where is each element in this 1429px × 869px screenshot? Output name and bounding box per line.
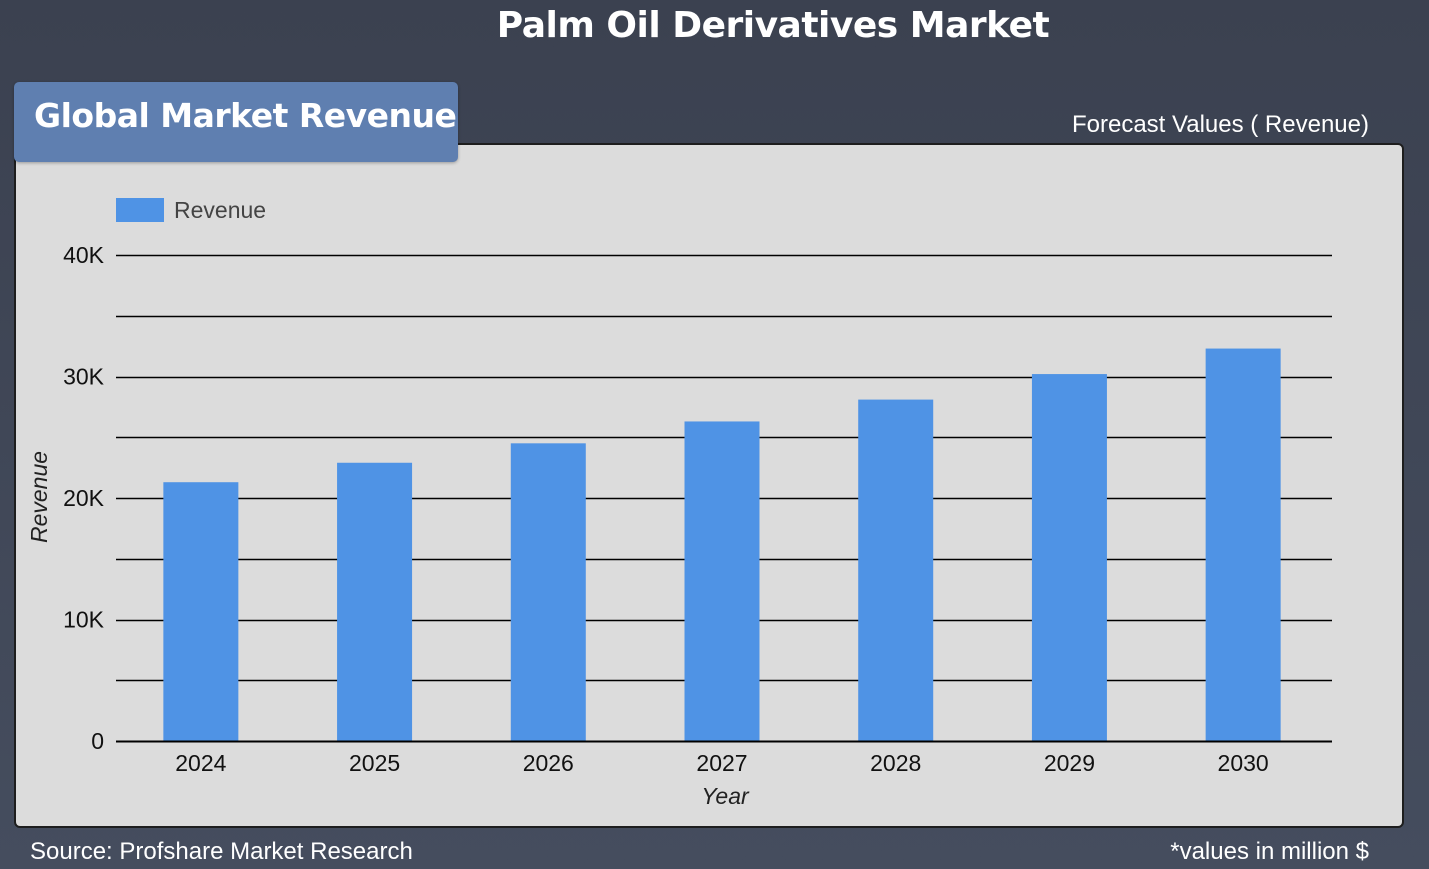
- page-title: Palm Oil Derivatives Market: [496, 5, 1050, 46]
- legend-swatch-revenue: [116, 198, 164, 222]
- bar-2029: [1031, 374, 1107, 741]
- axes: 0 10K 20K 30K 40K 2024 2025 2026 2027 2028 2029 203…: [63, 242, 1332, 776]
- bar-2027: [684, 421, 760, 741]
- bar-2026: [510, 443, 586, 741]
- bar-2024: [163, 482, 239, 741]
- y-axis-title: Revenue: [26, 451, 52, 543]
- bar-2030: [1205, 348, 1281, 741]
- y-tick-label: 30K: [63, 364, 105, 390]
- x-tick-label: 2026: [523, 750, 574, 776]
- x-tick-label: 2024: [175, 750, 226, 776]
- y-tick-label: 40K: [63, 242, 105, 268]
- y-tick-label: 20K: [63, 485, 105, 511]
- forecast-note: Forecast Values ( Revenue): [1071, 111, 1369, 138]
- bar-2028: [858, 399, 934, 741]
- y-tick-label: 10K: [63, 607, 105, 633]
- x-tick-label: 2027: [696, 750, 747, 776]
- legend-label-revenue: Revenue: [174, 197, 266, 223]
- panel-title: Global Market Revenue: [34, 96, 457, 135]
- bar-2025: [337, 462, 413, 741]
- source-note: Source: Profshare Market Research: [30, 838, 413, 865]
- x-tick-label: 2025: [349, 750, 400, 776]
- x-axis-title: Year: [701, 783, 750, 809]
- legend: Revenue: [116, 197, 266, 223]
- x-tick-label: 2028: [870, 750, 921, 776]
- panel-header-tab: Global Market Revenue: [14, 82, 458, 162]
- x-tick-label: 2030: [1218, 750, 1269, 776]
- bars: [163, 348, 1281, 741]
- x-tick-label: 2029: [1044, 750, 1095, 776]
- units-note: *values in million $: [1170, 838, 1369, 865]
- y-tick-label: 0: [91, 728, 104, 754]
